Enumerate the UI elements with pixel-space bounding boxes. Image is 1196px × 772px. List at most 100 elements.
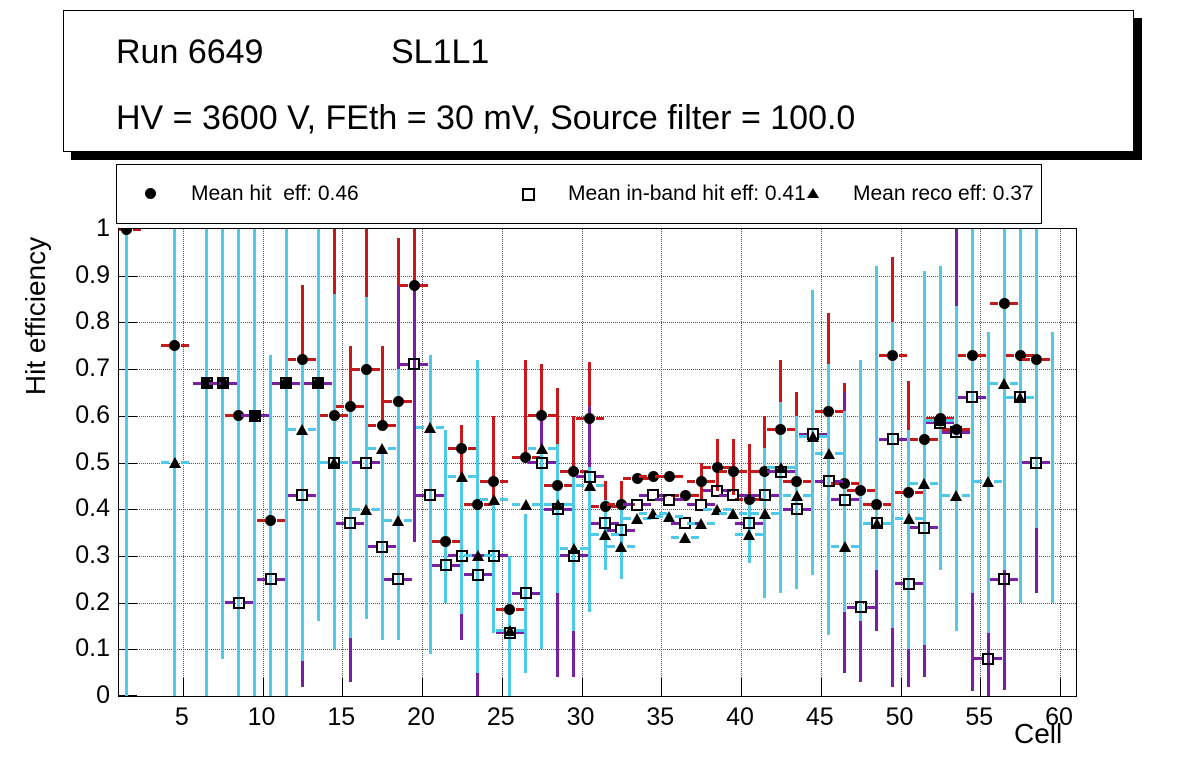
inband-square-icon: [522, 188, 535, 201]
inband-xerr: [687, 503, 696, 507]
error-bar-reco: [827, 364, 831, 636]
hit-xerr: [834, 409, 843, 413]
data-point-inband: [232, 596, 245, 609]
reco-xerr: [990, 381, 999, 385]
hit-xerr: [256, 519, 265, 523]
data-point-reco: [360, 503, 373, 515]
inband-xerr: [1042, 461, 1051, 464]
data-point-inband: [950, 426, 963, 439]
hit-xerr: [388, 423, 397, 427]
data-point-reco: [695, 517, 708, 529]
hit-xerr: [132, 229, 141, 231]
y-tick-label: 0.3: [75, 540, 110, 569]
data-point-reco: [790, 489, 803, 501]
y-gridline: [119, 555, 1076, 557]
inband-xerr: [372, 461, 381, 464]
error-bar-hit: [380, 345, 384, 426]
x-tick-mark: [741, 678, 743, 696]
inband-xerr: [575, 475, 584, 478]
reco-xerr: [750, 512, 759, 516]
data-point-hit: [552, 480, 564, 492]
data-point-hit: [456, 442, 468, 454]
data-point-hit: [408, 279, 420, 291]
hit-xerr: [750, 470, 759, 474]
reco-xerr: [755, 533, 764, 537]
error-bar-inband: [1034, 527, 1038, 594]
hit-xerr: [930, 437, 939, 441]
x-tick-mark: [820, 678, 822, 696]
error-bar-inband: [875, 569, 879, 631]
inband-xerr: [611, 521, 620, 525]
error-bar-reco: [954, 306, 958, 631]
inband-xerr: [766, 470, 775, 474]
reco-xerr: [579, 547, 588, 551]
inband-xerr: [531, 591, 540, 595]
data-point-inband: [1030, 456, 1043, 469]
hit-xerr: [511, 456, 520, 460]
inband-xerr: [623, 503, 632, 507]
data-point-inband: [902, 577, 915, 590]
hit-xerr: [420, 283, 429, 287]
reco-xerr: [563, 503, 572, 507]
hit-xerr: [340, 414, 349, 418]
data-point-inband: [918, 521, 931, 534]
hit-xerr: [559, 470, 568, 474]
reco-xerr: [288, 428, 297, 432]
inband-xerr: [850, 498, 859, 502]
data-point-inband: [535, 456, 548, 469]
reco-xerr: [368, 446, 377, 450]
run-title: Run 6649: [116, 33, 264, 71]
data-point-hit: [121, 229, 133, 235]
hit-xerr: [479, 479, 488, 483]
data-point-inband: [790, 503, 803, 516]
data-point-hit: [296, 354, 308, 366]
reco-xerr: [946, 418, 955, 422]
hit-xerr: [611, 505, 620, 509]
hit-xerr: [655, 475, 664, 478]
error-bar-reco: [396, 369, 400, 640]
x-tick-mark: [1060, 678, 1062, 696]
data-point-inband: [695, 498, 708, 511]
error-bar-inband: [922, 644, 926, 678]
hit-xerr: [467, 446, 476, 450]
data-point-inband: [998, 573, 1011, 586]
data-point-inband: [822, 475, 835, 488]
inband-xerr: [208, 381, 217, 385]
error-bar-reco: [795, 415, 799, 589]
data-point-reco: [806, 431, 819, 443]
reco-xerr: [691, 535, 700, 539]
error-bar-reco: [843, 411, 847, 612]
x-tick-label: 55: [965, 703, 994, 731]
reco-xerr: [655, 514, 664, 518]
hit-xerr: [846, 489, 855, 493]
error-bar-reco: [444, 429, 448, 603]
data-point-hit: [727, 466, 739, 478]
error-bar-reco: [205, 229, 209, 696]
error-bar-reco: [253, 229, 257, 696]
data-point-hit: [169, 340, 181, 352]
reco-xerr: [340, 461, 349, 464]
x-tick-label: 35: [646, 703, 675, 731]
y-tick-label: 1: [96, 214, 110, 242]
x-axis-title: Cell: [1014, 718, 1063, 749]
hit-xerr: [356, 404, 365, 408]
data-point-reco: [822, 447, 835, 459]
reco-xerr: [930, 482, 939, 485]
y-tick-label: 0: [96, 681, 110, 709]
error-bar-reco: [779, 401, 783, 594]
data-point-reco: [471, 550, 484, 562]
inband-xerr: [272, 381, 281, 385]
hit-xerr: [926, 416, 935, 420]
data-point-reco: [950, 489, 963, 501]
x-tick-label: 20: [407, 703, 435, 731]
reco-xerr: [707, 521, 716, 525]
data-point-hit: [631, 473, 643, 485]
reco-xerr: [575, 484, 584, 488]
y-axis-title: Hit efficiency: [20, 236, 52, 396]
reco-xerr: [735, 533, 744, 537]
inband-xerr: [910, 526, 919, 530]
reco-xerr: [639, 512, 648, 516]
data-point-inband: [296, 489, 309, 502]
reco-xerr: [1026, 395, 1035, 399]
inband-xerr: [739, 493, 748, 497]
